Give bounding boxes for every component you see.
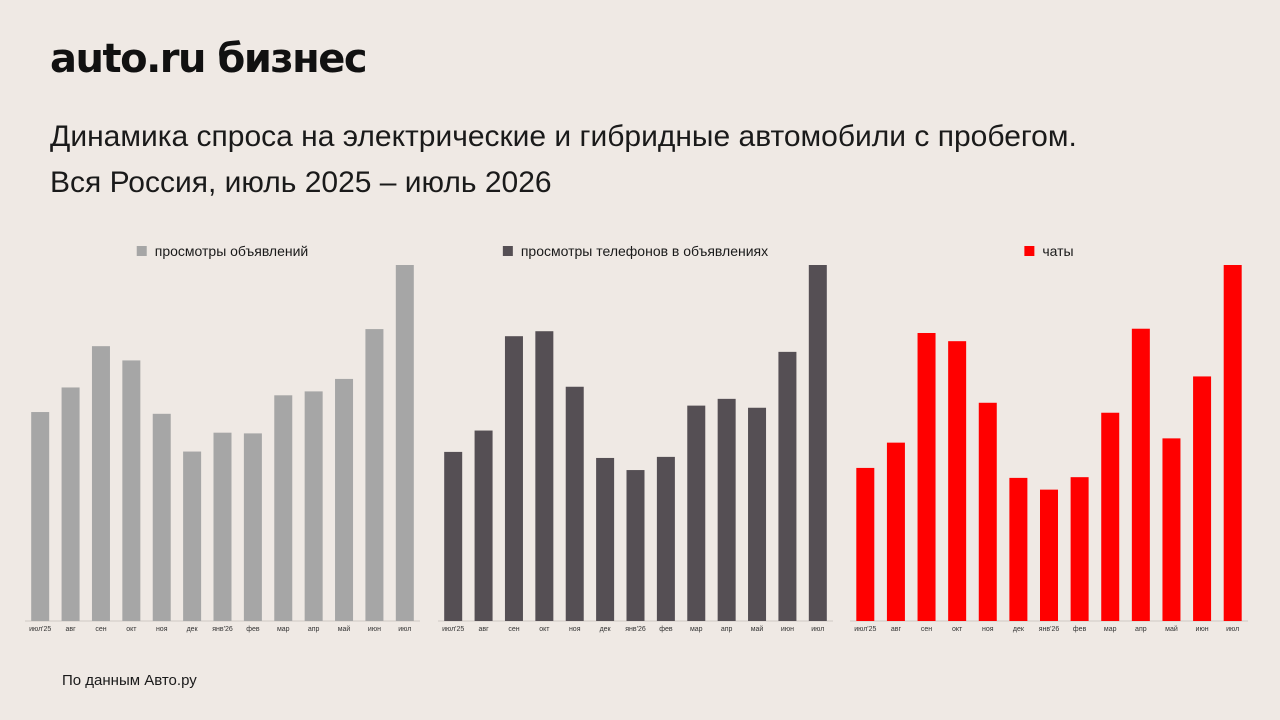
- bar-мар: [687, 405, 706, 621]
- x-tick-label: мар: [277, 626, 290, 633]
- x-tick-label: ноя: [569, 626, 581, 633]
- x-tick-label: авг: [478, 626, 489, 633]
- bar-фев: [1070, 477, 1089, 621]
- legend-swatch: [502, 246, 513, 256]
- bar-июн: [365, 329, 384, 621]
- x-tick-label: июл: [1226, 626, 1239, 633]
- x-tick-label: июл'25: [442, 626, 464, 633]
- x-tick-label: июн: [1196, 626, 1209, 633]
- bar-авг: [61, 387, 80, 621]
- x-tick-label: июн: [781, 626, 794, 633]
- bar-мар: [1101, 412, 1120, 621]
- x-tick-label: май: [1165, 625, 1178, 633]
- bar-апр: [717, 398, 736, 621]
- bar-июл: [1223, 265, 1242, 621]
- x-tick-label: дек: [600, 626, 612, 633]
- x-tick-label: апр: [1135, 626, 1147, 633]
- bar-май: [1162, 438, 1181, 621]
- bar-май: [335, 378, 354, 621]
- brand-logo: auto.ru бизнес: [50, 36, 368, 82]
- bar-ноя: [152, 413, 171, 621]
- title-line-2: Вся Россия, июль 2025 – июль 2026: [50, 166, 552, 199]
- x-tick-label: фев: [1073, 626, 1087, 633]
- bar-сен: [504, 336, 523, 621]
- x-tick-label: фев: [659, 626, 673, 633]
- chart-panel-3: чаты июл'25 авг сен окт ноя дек янв'26 фев мар апр…: [850, 243, 1248, 633]
- bar-янв'26: [626, 470, 645, 621]
- bar-дек: [183, 451, 202, 621]
- bar-фев: [656, 456, 675, 621]
- bar-авг: [474, 430, 493, 621]
- bar-июл'25: [856, 467, 875, 621]
- bar-июл: [808, 265, 827, 621]
- x-tick-label: июл'25: [29, 626, 51, 633]
- x-tick-label: май: [751, 625, 764, 633]
- x-tick-label: авг: [65, 626, 76, 633]
- legend-label: чаты: [1042, 243, 1073, 259]
- bar-апр: [304, 391, 323, 621]
- x-tick-label: окт: [126, 626, 137, 633]
- source-note: По данным Авто.ру: [62, 672, 197, 689]
- x-tick-label: янв'26: [1039, 626, 1060, 633]
- x-tick-label: сен: [508, 626, 519, 633]
- x-tick-label: янв'26: [212, 626, 233, 633]
- title-line-1: Динамика спроса на электрические и гибри…: [50, 120, 1077, 153]
- x-tick-label: янв'26: [625, 626, 646, 633]
- bar-окт: [948, 341, 967, 621]
- x-tick-label: май: [338, 625, 351, 633]
- x-tick-label: июл: [811, 626, 824, 633]
- legend-swatch: [136, 246, 147, 256]
- x-tick-label: апр: [308, 626, 320, 633]
- bar-апр: [1131, 328, 1150, 621]
- bar-янв'26: [213, 432, 232, 621]
- x-tick-label: авг: [891, 626, 902, 633]
- bar-июн: [778, 351, 797, 621]
- x-tick-label: дек: [1013, 626, 1025, 633]
- bar-авг: [886, 442, 905, 621]
- x-tick-label: сен: [921, 626, 932, 633]
- bar-май: [748, 407, 767, 621]
- x-tick-label: мар: [1104, 626, 1117, 633]
- x-tick-label: ноя: [156, 626, 168, 633]
- x-tick-label: июл: [398, 626, 411, 633]
- x-tick-label: дек: [187, 626, 199, 633]
- x-tick-label: июл'25: [854, 626, 876, 633]
- chart-panel-1: просмотры объявлений июл'25 авг сен окт ноя де…: [25, 243, 420, 633]
- legend-swatch: [1024, 246, 1035, 256]
- bar-мар: [274, 395, 293, 621]
- bar-фев: [243, 433, 262, 621]
- bar-сен: [917, 332, 936, 621]
- x-tick-label: окт: [539, 626, 550, 633]
- bar-сен: [91, 346, 110, 621]
- bar-ноя: [565, 386, 584, 621]
- bar-окт: [122, 360, 141, 621]
- bar-июл'25: [31, 412, 50, 621]
- x-tick-label: апр: [721, 626, 733, 633]
- x-tick-label: ноя: [982, 626, 994, 633]
- bar-окт: [535, 331, 554, 621]
- bar-июл'25: [444, 451, 463, 621]
- legend-label: просмотры объявлений: [155, 243, 309, 259]
- x-tick-label: сен: [95, 626, 106, 633]
- bar-июн: [1193, 376, 1212, 621]
- bar-янв'26: [1040, 489, 1058, 621]
- chart-panel-2: просмотры телефонов в объявлениях июл'25 а…: [438, 243, 833, 633]
- legend-label: просмотры телефонов в объявлениях: [521, 243, 768, 259]
- bar-ноя: [978, 402, 997, 621]
- x-tick-label: мар: [690, 626, 703, 633]
- x-tick-label: июн: [368, 626, 381, 633]
- bar-дек: [1009, 477, 1028, 621]
- page-title: Динамика спроса на электрические и гибри…: [50, 114, 1230, 206]
- x-tick-label: окт: [952, 626, 963, 633]
- bar-июл: [395, 265, 414, 621]
- bar-дек: [596, 457, 615, 621]
- x-tick-label: фев: [246, 626, 260, 633]
